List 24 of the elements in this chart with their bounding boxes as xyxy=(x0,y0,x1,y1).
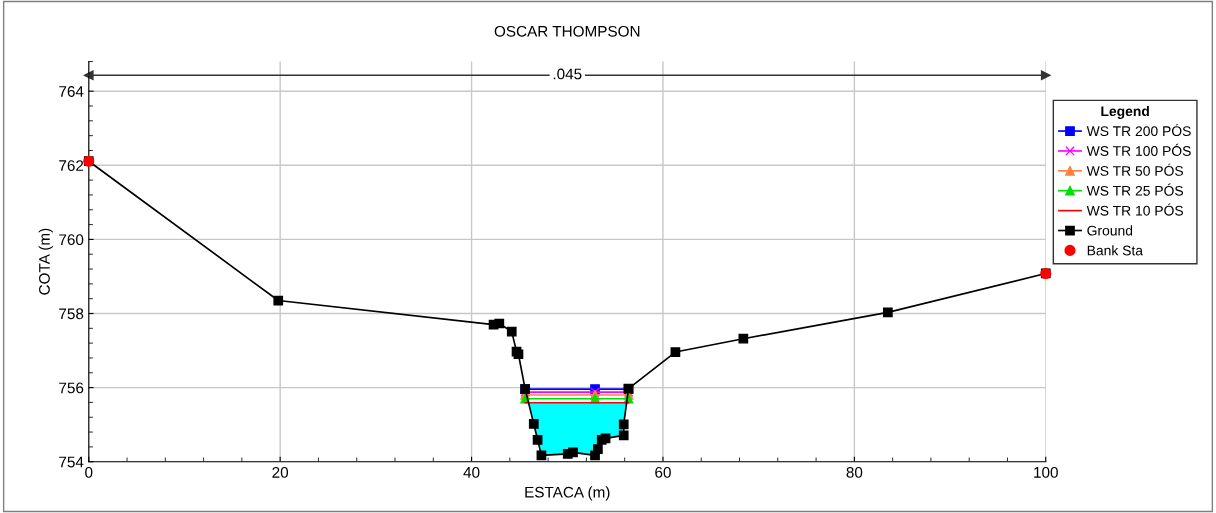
legend-label: WS TR 10 PÓS xyxy=(1086,203,1184,216)
y-tick-label: 756 xyxy=(59,382,84,394)
x-axis-title: ESTACA (m) xyxy=(525,486,610,501)
x-tick-label: 100 xyxy=(1034,466,1058,478)
legend-label: WS TR 50 PÓS xyxy=(1086,163,1184,176)
x-tick-label: 40 xyxy=(463,466,480,478)
legend-label: WS TR 100 PÓS xyxy=(1086,143,1191,156)
legend-label: WS TR 200 PÓS xyxy=(1086,123,1191,137)
y-tick-label: 762 xyxy=(59,160,84,171)
annotation: .045 xyxy=(553,68,582,80)
x-tick-label: 80 xyxy=(846,466,863,478)
x-tick-label: 60 xyxy=(655,466,671,478)
y-tick-label: 760 xyxy=(59,234,84,246)
y-tick-label: 764 xyxy=(59,86,84,97)
legend-label: Bank Sta xyxy=(1087,245,1144,256)
x-tick-label: 20 xyxy=(272,466,289,478)
chart-title: OSCAR THOMPSON xyxy=(494,25,640,37)
legend-label: Ground xyxy=(1087,225,1133,236)
legend-title: Legend xyxy=(1101,105,1149,119)
y-tick-label: 758 xyxy=(59,308,84,320)
x-tick-label: 0 xyxy=(85,466,93,478)
y-axis-title: COTA (m) xyxy=(38,228,53,295)
y-tick-label: 754 xyxy=(59,456,84,468)
legend-label: WS TR 25 PÓS xyxy=(1086,183,1184,196)
